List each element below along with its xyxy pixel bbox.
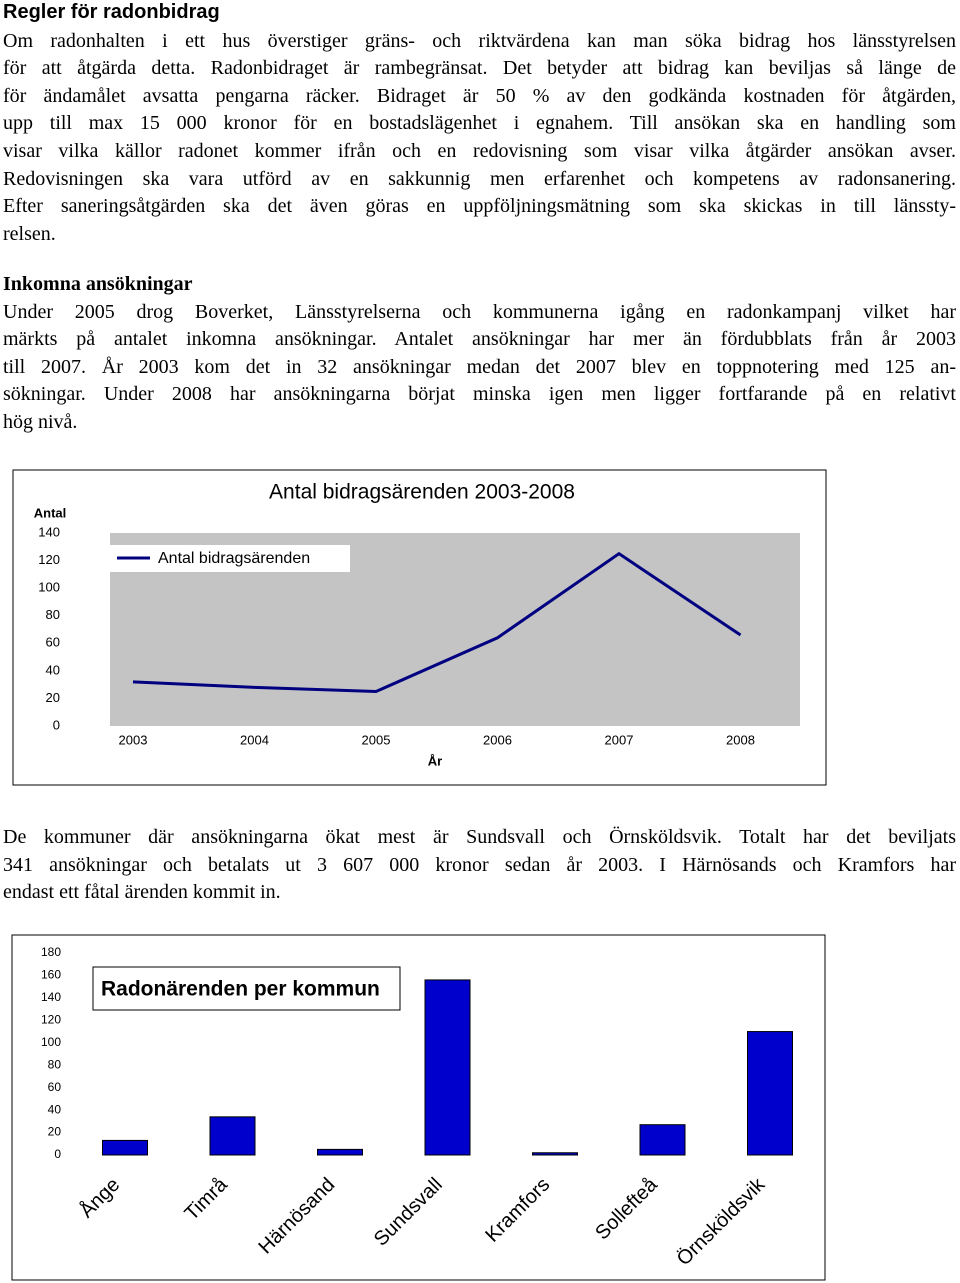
section: Regler för radonbidrag Om radonhalten i e…: [3, 0, 956, 248]
y-tick-label: 20: [46, 690, 60, 705]
heading: Regler för radonbidrag: [3, 1, 220, 23]
bar: [317, 1148, 363, 1156]
bar: [747, 1031, 793, 1156]
y-tick-label: 60: [46, 635, 60, 650]
x-tick-label: Örnsköldsvik: [673, 1173, 770, 1270]
x-tick-label: Ånge: [75, 1173, 124, 1222]
text-line: relsen.: [3, 222, 56, 245]
text-line: 341 ansökningar och betalats ut 3 607 00…: [3, 853, 956, 876]
chart-frame: [11, 934, 826, 1281]
data-line: [132, 551, 742, 694]
text-line: visar vilka källor radonet kommer ifrån …: [3, 139, 956, 162]
x-tick-label: 2008: [726, 732, 755, 747]
y-tick-label: 120: [41, 1013, 61, 1027]
paragraph: De kommuner där ansökningarna ökat mest …: [3, 824, 956, 907]
heading: Inkomna ansökningar: [3, 273, 193, 295]
title-box: [92, 966, 401, 1011]
y-tick-label: 100: [41, 1035, 61, 1049]
y-tick-label: 0: [54, 1147, 61, 1161]
chart-title: Antal bidragsärenden 2003-2008: [269, 481, 575, 504]
x-tick-label: Kramfors: [481, 1174, 554, 1247]
text-line: Under 2005 drog Boverket, Länsstyrelsern…: [3, 300, 956, 323]
y-tick-label: 60: [48, 1080, 62, 1094]
chart-frame: [12, 469, 827, 786]
text-line: hög nivå.: [3, 410, 78, 433]
y-tick-label: 80: [48, 1057, 62, 1071]
text-line: sökningar. Under 2008 har ansökningarna …: [3, 383, 956, 406]
x-tick-label: Timrå: [181, 1173, 233, 1225]
x-tick-label: 2007: [605, 732, 634, 747]
y-tick-label: 40: [48, 1102, 62, 1116]
text-line: Efter saneringsåtgärden ska det även gör…: [3, 195, 956, 218]
y-tick-label: 0: [53, 717, 60, 732]
y-tick-label: 140: [38, 524, 60, 539]
x-tick-label: 2005: [362, 732, 391, 747]
x-tick-label: Sundsvall: [370, 1174, 447, 1251]
x-tick-label: 2006: [483, 732, 512, 747]
x-tick-label: 2003: [119, 732, 148, 747]
y-axis-label: Antal: [34, 505, 67, 520]
bar: [532, 1152, 578, 1156]
legend-label: Antal bidragsärenden: [158, 550, 310, 567]
text-line: märkts på antalet inkomna ansökningar. A…: [3, 328, 956, 351]
y-tick-label: 20: [48, 1125, 62, 1139]
x-tick-label: Härnösand: [255, 1174, 340, 1259]
y-tick-label: 40: [46, 662, 60, 677]
text-line: De kommuner där ansökningarna ökat mest …: [3, 826, 956, 848]
bar: [424, 979, 471, 1156]
text-line: för ändamålet avsatta pengarna räcker. B…: [3, 84, 956, 107]
y-tick-label: 160: [41, 968, 61, 982]
text-line: Om radonhalten i ett hus överstiger grän…: [3, 29, 956, 52]
bar: [209, 1116, 256, 1156]
y-tick-label: 100: [38, 580, 60, 595]
text-line: upp till max 15 000 kronor för en bostad…: [3, 112, 956, 135]
y-tick-label: 140: [41, 990, 61, 1004]
text-line: för att åtgärda detta. Radonbidraget är …: [3, 57, 956, 80]
y-tick-label: 120: [38, 552, 60, 567]
section: Inkomna ansökningar Under 2005 drog Bover…: [3, 271, 956, 437]
bar: [102, 1139, 148, 1156]
x-tick-label: Sollefteå: [591, 1173, 662, 1244]
x-axis-label: År: [428, 753, 442, 768]
bar: [639, 1124, 686, 1156]
text-line: till 2007. År 2003 kom det in 32 ansökni…: [3, 355, 956, 378]
x-tick-label: 2004: [240, 732, 269, 747]
y-tick-label: 180: [41, 945, 61, 959]
chart-title: Radonärenden per kommun: [101, 978, 380, 1001]
text-line: endast ett fåtal ärenden kommit in.: [3, 881, 281, 904]
text-line: Redovisningen ska vara utförd av en sakk…: [3, 167, 956, 190]
y-tick-label: 80: [46, 607, 60, 622]
